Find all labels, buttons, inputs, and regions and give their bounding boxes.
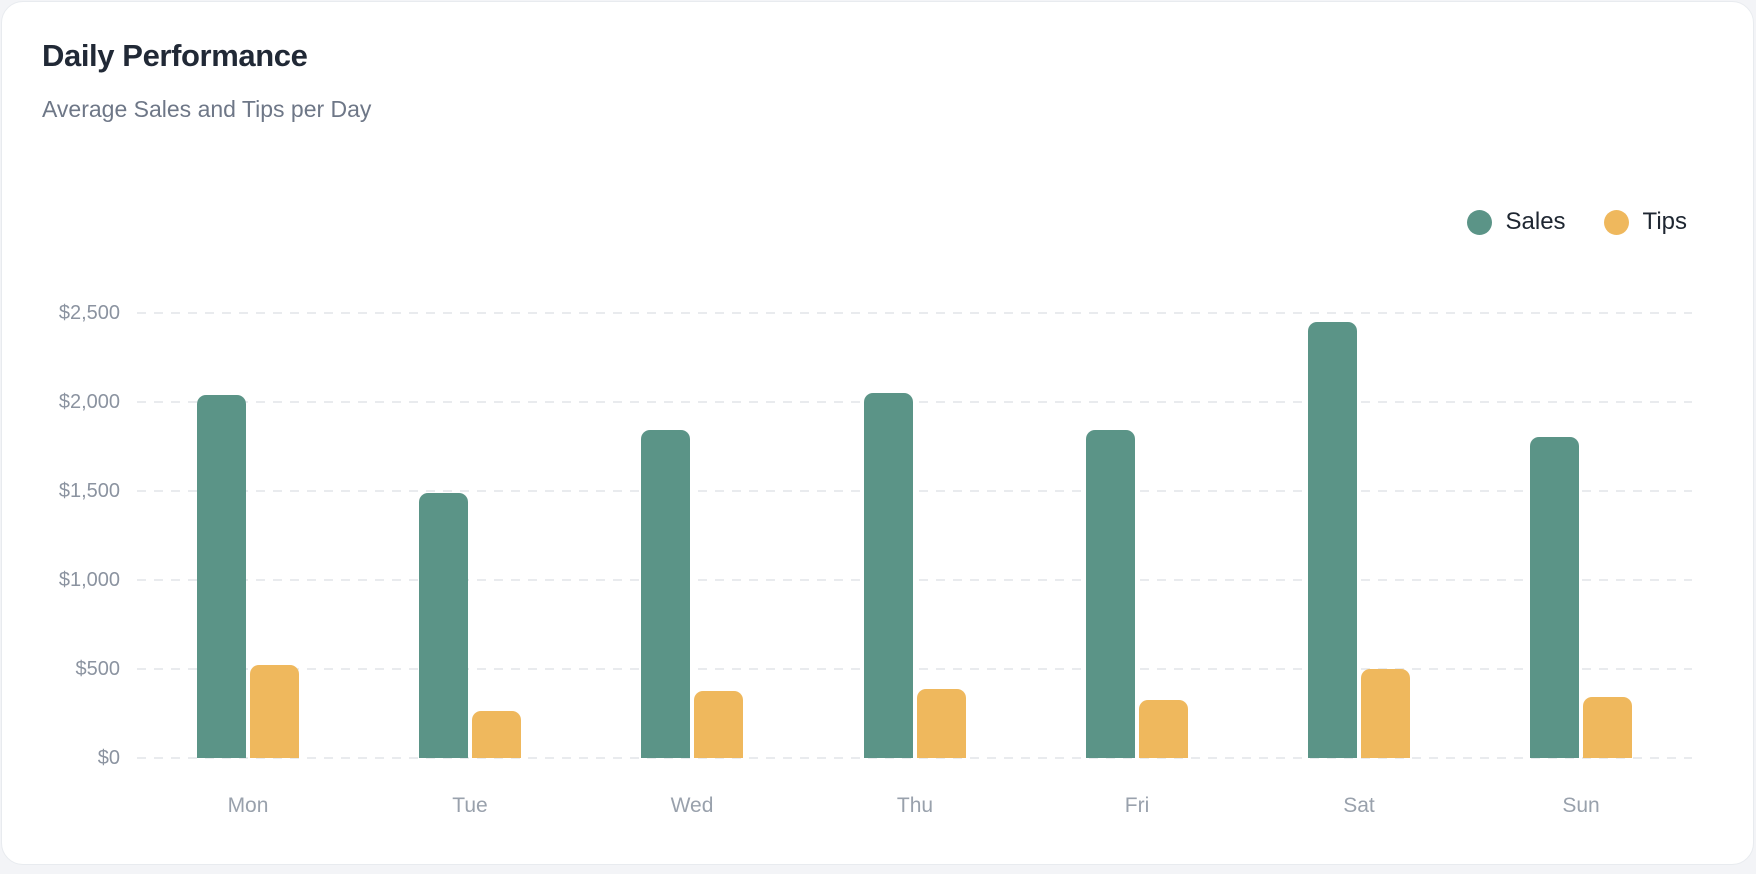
bar-sales-thu bbox=[864, 393, 913, 758]
chart-legend: Sales Tips bbox=[1466, 208, 1687, 236]
bar-tips-wed bbox=[694, 691, 743, 758]
legend-label-sales: Sales bbox=[1505, 208, 1566, 235]
gridline-1500 bbox=[137, 490, 1692, 492]
legend-item-tips[interactable]: Tips bbox=[1603, 208, 1687, 236]
bar-tips-sat bbox=[1361, 669, 1410, 758]
y-axis-tick-label: $1,500 bbox=[58, 480, 120, 502]
bar-tips-thu bbox=[917, 689, 966, 758]
bar-sales-sat bbox=[1308, 322, 1357, 758]
gridline-2000 bbox=[137, 401, 1692, 403]
x-axis-label-fri: Fri bbox=[1124, 794, 1150, 817]
legend-swatch-tips-icon bbox=[1603, 209, 1629, 235]
chart-title: Daily Performance bbox=[42, 38, 308, 73]
bar-sales-sun bbox=[1530, 437, 1579, 758]
x-axis-label-mon: Mon bbox=[227, 794, 269, 817]
bar-sales-wed bbox=[641, 430, 690, 758]
bar-tips-fri bbox=[1139, 700, 1188, 758]
gridline-500 bbox=[137, 668, 1692, 670]
y-axis-tick-label: $0 bbox=[97, 747, 120, 769]
bar-sales-fri bbox=[1086, 430, 1135, 758]
y-axis-tick-label: $2,000 bbox=[58, 391, 120, 413]
gridline-2500 bbox=[137, 312, 1692, 314]
y-axis-tick-label: $2,500 bbox=[58, 302, 120, 324]
bar-sales-tue bbox=[419, 493, 468, 758]
legend-item-sales[interactable]: Sales bbox=[1466, 208, 1566, 236]
legend-swatch-sales-icon bbox=[1466, 209, 1492, 235]
x-axis-label-wed: Wed bbox=[670, 794, 714, 817]
gridline-0 bbox=[137, 757, 1692, 759]
bar-sales-mon bbox=[197, 395, 246, 758]
bar-tips-sun bbox=[1583, 697, 1632, 758]
y-axis-tick-label: $500 bbox=[75, 658, 121, 680]
bar-tips-tue bbox=[472, 711, 521, 758]
x-axis-label-tue: Tue bbox=[452, 794, 488, 817]
legend-label-tips: Tips bbox=[1642, 208, 1687, 235]
y-axis-tick-label: $1,000 bbox=[58, 569, 120, 591]
x-axis-label-thu: Thu bbox=[896, 794, 934, 817]
x-axis-label-sat: Sat bbox=[1343, 794, 1375, 817]
x-axis-label-sun: Sun bbox=[1562, 794, 1600, 817]
gridline-1000 bbox=[137, 579, 1692, 581]
chart-subtitle: Average Sales and Tips per Day bbox=[42, 96, 372, 122]
bar-tips-mon bbox=[250, 665, 299, 758]
